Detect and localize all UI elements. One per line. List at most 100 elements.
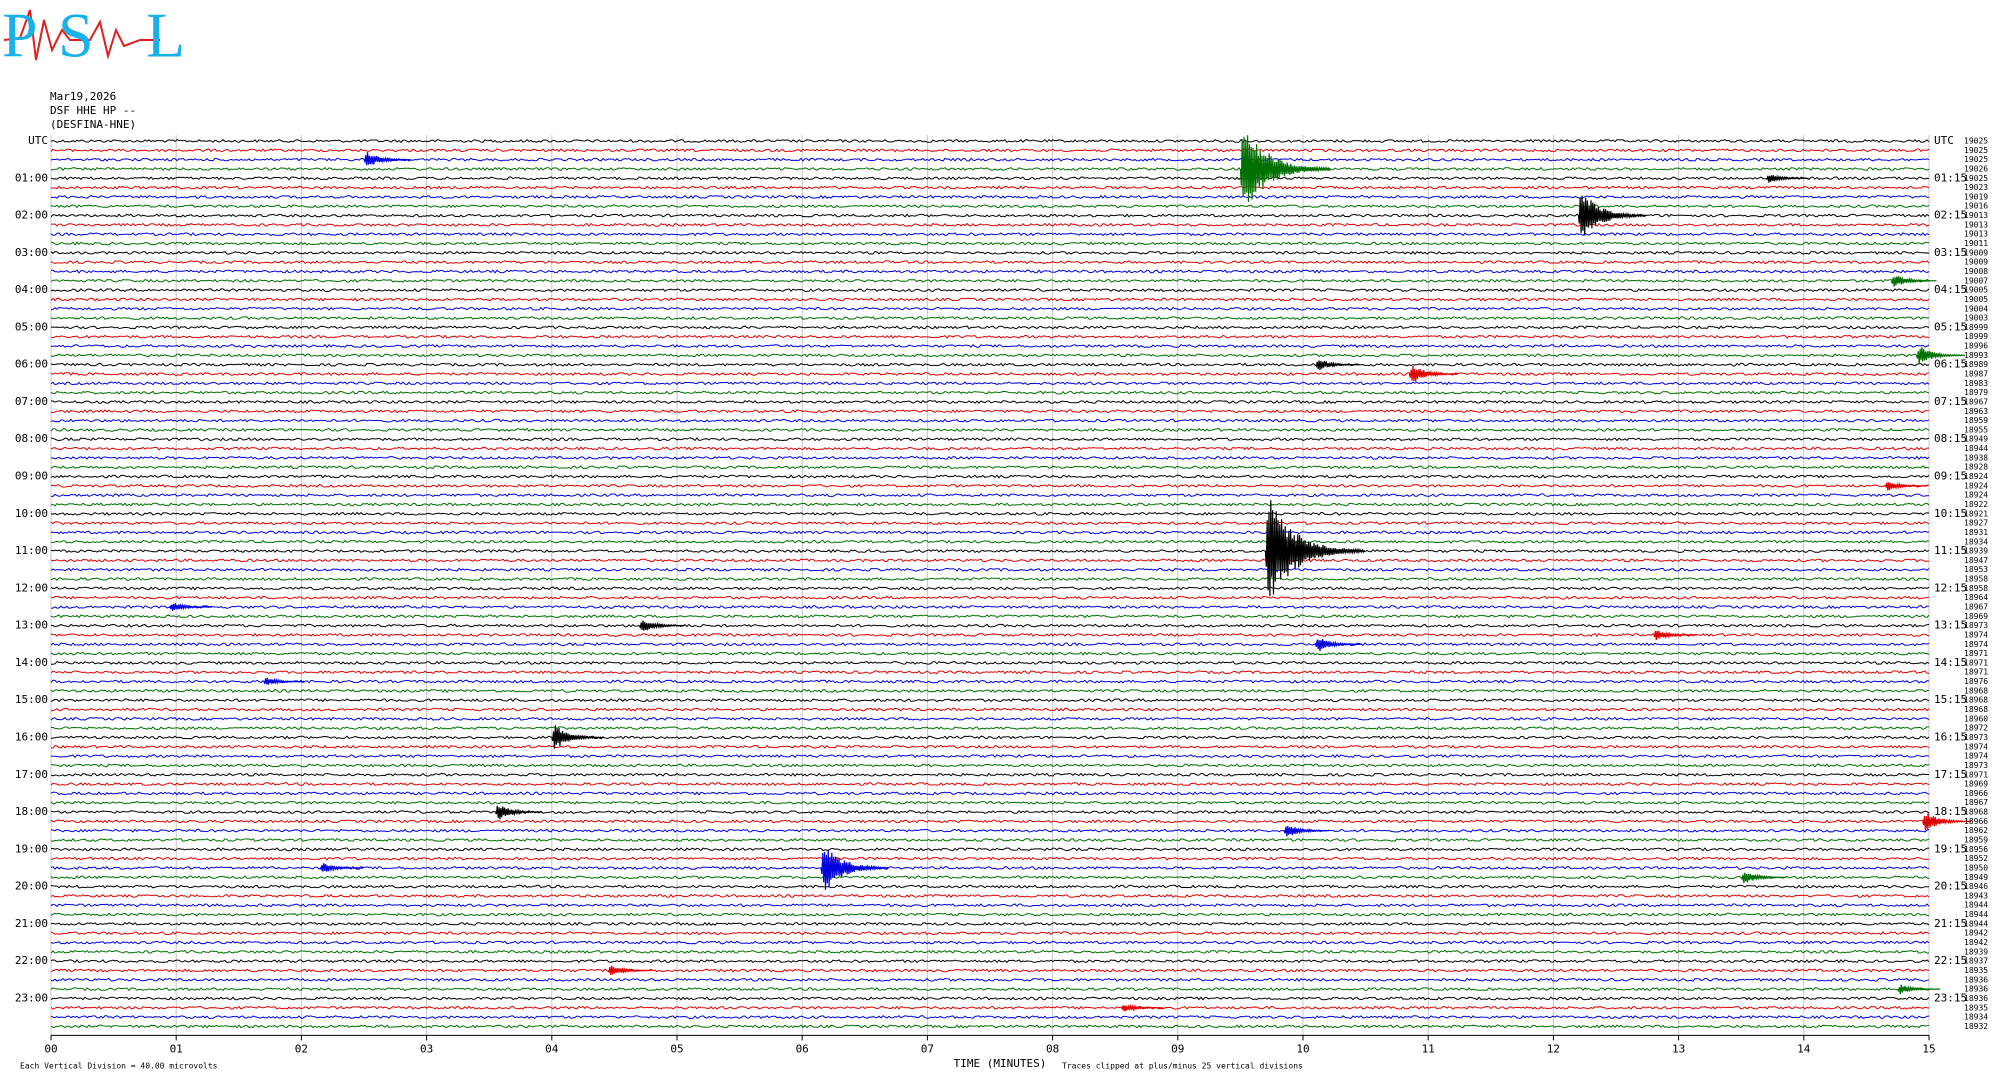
trace-value: 19026 (1964, 164, 1988, 173)
hour-label: 04:15 (1934, 283, 1967, 296)
trace-value: 18942 (1964, 938, 1988, 947)
x-tick-label: 05 (670, 1042, 683, 1055)
trace (50, 931, 1930, 936)
trace-value: 18962 (1964, 826, 1988, 835)
trace (50, 576, 1930, 582)
trace (50, 819, 1930, 824)
hour-label: 14:15 (1934, 656, 1967, 669)
trace (50, 604, 1930, 610)
trace-value: 18974 (1964, 640, 1988, 649)
hour-label: 01:00 (15, 171, 48, 184)
trace-value: 18999 (1964, 332, 1988, 341)
event (1915, 347, 1966, 365)
event (1408, 365, 1459, 382)
trace (50, 511, 1930, 516)
trace (50, 791, 1930, 796)
trace (50, 297, 1930, 302)
hour-label: 06:00 (15, 358, 48, 371)
trace (50, 642, 1930, 647)
trace-value: 18952 (1964, 854, 1988, 863)
logo-letter: P (2, 0, 38, 71)
trace-value: 18950 (1964, 863, 1988, 872)
trace-value: 18963 (1964, 407, 1988, 416)
trace-value: 18936 (1964, 975, 1988, 984)
trace (50, 176, 1930, 181)
trace-value: 18944 (1964, 444, 1988, 453)
trace (50, 744, 1930, 749)
hour-label: 13:00 (15, 619, 48, 632)
trace-value: 18971 (1964, 649, 1988, 658)
trace (50, 903, 1930, 908)
trace-value: 19003 (1964, 314, 1988, 323)
clip-note: Traces clipped at plus/minus 25 vertical… (1062, 1062, 1303, 1071)
trace-value: 18958 (1964, 584, 1988, 593)
trace (50, 782, 1930, 787)
trace-value: 19009 (1964, 248, 1988, 257)
x-tick-label: 00 (44, 1042, 57, 1055)
x-tick-label: 14 (1797, 1042, 1811, 1055)
trace (50, 558, 1930, 563)
x-tick-label: 07 (921, 1042, 934, 1055)
trace (50, 483, 1930, 488)
x-tick-label: 15 (1922, 1042, 1935, 1055)
hour-label: 02:00 (15, 209, 48, 222)
trace-value: 18942 (1964, 929, 1988, 938)
hour-label: 15:00 (15, 693, 48, 706)
logo-letter: S (58, 0, 94, 71)
hour-label: 15:15 (1934, 693, 1967, 706)
hour-label: 10:00 (15, 507, 48, 520)
trace (50, 465, 1930, 470)
trace-value: 18935 (1964, 966, 1988, 975)
trace (50, 716, 1930, 721)
event (607, 965, 652, 975)
event (1264, 500, 1365, 597)
trace-value: 18974 (1964, 752, 1988, 761)
trace (50, 325, 1930, 330)
trace-value: 18924 (1964, 491, 1988, 500)
trace-value: 18934 (1964, 1013, 1988, 1022)
trace (50, 362, 1930, 367)
x-tick-label: 12 (1547, 1042, 1560, 1055)
x-tick-label: 01 (170, 1042, 183, 1055)
hour-label: 18:00 (15, 805, 48, 818)
trace-value: 18971 (1964, 770, 1988, 779)
trace (50, 148, 1930, 153)
trace-value: 19025 (1964, 174, 1988, 183)
trace-value: 19008 (1964, 267, 1988, 276)
trace (50, 493, 1930, 498)
trace (50, 232, 1930, 237)
hour-label: 21:00 (15, 917, 48, 930)
trace-value: 18956 (1964, 845, 1988, 854)
trace-value: 18968 (1964, 705, 1988, 714)
trace (51, 269, 1930, 274)
trace-value: 18949 (1964, 435, 1988, 444)
hour-label: 14:00 (15, 656, 48, 669)
trace-value: 18959 (1964, 416, 1988, 425)
trace-value: 18947 (1964, 556, 1988, 565)
event (263, 677, 306, 686)
hour-label: 20:00 (15, 880, 48, 893)
trace (51, 623, 1930, 628)
trace-value: 18922 (1964, 500, 1988, 509)
hour-label: 04:00 (15, 283, 48, 296)
trace-value: 18931 (1964, 528, 1988, 537)
trace (50, 138, 1930, 143)
trace-value: 18960 (1964, 714, 1988, 723)
trace-value: 18979 (1964, 388, 1988, 397)
trace (50, 204, 1930, 209)
trace-value: 18953 (1964, 565, 1988, 574)
logo-letter: L (146, 0, 185, 71)
event (551, 725, 605, 749)
station: DSF HHE HP -- (50, 104, 136, 117)
hour-label: 05:00 (15, 320, 48, 333)
trace-value: 18934 (1964, 537, 1988, 546)
trace-value: 18939 (1964, 547, 1988, 556)
trace (50, 446, 1929, 451)
hour-label: 13:15 (1934, 619, 1967, 632)
hour-label: 17:00 (15, 768, 48, 781)
hour-label: 12:00 (15, 581, 48, 594)
trace-value: 18944 (1964, 919, 1988, 928)
hour-label: 18:15 (1934, 805, 1967, 818)
division-note: Each Vertical Division = 40.00 microvolt… (20, 1062, 218, 1071)
event (1922, 813, 1972, 831)
